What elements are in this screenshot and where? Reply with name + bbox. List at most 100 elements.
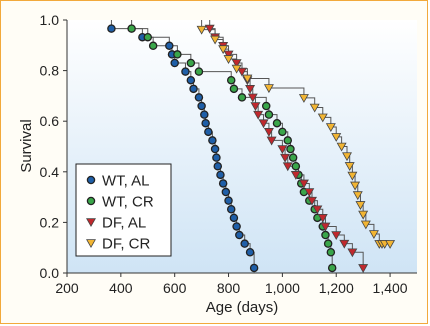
x-tick-label: 1,200 xyxy=(319,280,354,296)
point-wt-al xyxy=(245,248,255,257)
point-wt-cr xyxy=(143,32,153,42)
y-tick-label: 0.2 xyxy=(40,214,60,230)
point-df-cr xyxy=(242,74,253,84)
x-tick-label: 800 xyxy=(217,280,241,296)
point-df-cr xyxy=(231,64,242,74)
point-wt-cr xyxy=(326,248,336,257)
point-wt-al xyxy=(249,263,259,273)
legend-label-wt-cr: WT, CR xyxy=(102,194,154,211)
point-df-al xyxy=(204,24,215,34)
point-wt-cr xyxy=(264,110,274,119)
point-wt-al xyxy=(194,93,204,102)
legend: WT, AL WT, CR DF, AL DF, CR xyxy=(75,163,172,257)
point-wt-al xyxy=(165,41,174,51)
point-df-al xyxy=(245,85,256,94)
point-df-cr xyxy=(342,152,352,162)
point-df-al xyxy=(247,93,258,103)
point-df-al xyxy=(290,171,301,180)
point-df-cr xyxy=(196,25,207,35)
x-tick-label: 200 xyxy=(55,280,79,296)
x-ticks: 200 400 600 800 1,000 1,200 1,400 xyxy=(55,273,408,296)
point-df-cr xyxy=(360,220,371,230)
point-df-cr xyxy=(368,230,379,240)
legend-marker-wt-al xyxy=(86,175,96,185)
point-df-al xyxy=(347,248,358,258)
point-df-cr xyxy=(336,142,347,152)
point-wt-al xyxy=(213,161,223,171)
point-df-cr xyxy=(385,240,396,249)
point-df-cr xyxy=(325,123,336,133)
point-wt-al xyxy=(107,24,116,33)
point-df-cr xyxy=(344,162,355,171)
point-df-al xyxy=(266,136,277,146)
point-wt-cr xyxy=(291,161,301,171)
point-df-al xyxy=(304,188,315,198)
point-wt-cr xyxy=(237,93,247,102)
y-tick-label: 0.0 xyxy=(40,265,60,281)
point-df-al xyxy=(331,231,342,241)
legend-marker-wt-cr xyxy=(86,196,96,206)
point-wt-cr xyxy=(127,24,136,33)
legend-label-wt-al: WT, AL xyxy=(102,173,150,190)
point-df-al xyxy=(339,239,350,249)
point-wt-cr xyxy=(323,239,333,248)
point-wt-al xyxy=(189,84,198,94)
point-df-al xyxy=(250,102,261,112)
point-df-al xyxy=(280,153,291,163)
y-tick-label: 1.0 xyxy=(40,12,60,28)
point-wt-al xyxy=(200,110,209,119)
x-tick-label: 1,000 xyxy=(265,280,300,296)
x-axis-label: Age (days) xyxy=(206,299,279,316)
y-tick-label: 0.4 xyxy=(40,164,60,180)
legend-label-df-al: DF, AL xyxy=(102,215,146,232)
y-tick-label: 0.6 xyxy=(40,113,60,129)
data-markers xyxy=(107,24,396,273)
point-wt-cr xyxy=(288,153,298,162)
point-df-al xyxy=(358,264,369,273)
point-df-al xyxy=(263,128,274,137)
point-df-al xyxy=(317,214,328,223)
point-df-al xyxy=(223,50,234,60)
point-df-al xyxy=(320,222,331,232)
point-df-cr xyxy=(263,84,274,94)
point-df-al xyxy=(298,179,309,189)
point-df-al xyxy=(307,196,317,206)
x-tick-label: 1,400 xyxy=(373,280,408,296)
point-df-cr xyxy=(298,94,309,103)
point-wt-al xyxy=(208,136,217,145)
point-wt-al xyxy=(204,127,213,137)
point-wt-al xyxy=(210,144,220,154)
point-df-cr xyxy=(317,113,328,123)
point-wt-al xyxy=(221,187,231,197)
point-wt-al xyxy=(197,101,206,111)
point-wt-cr xyxy=(261,101,271,111)
point-wt-cr xyxy=(278,127,287,137)
point-df-al xyxy=(258,119,269,129)
point-wt-al xyxy=(170,58,179,68)
point-wt-cr xyxy=(321,230,330,240)
legend-marker-df-cr xyxy=(86,239,96,249)
point-wt-cr xyxy=(148,41,158,51)
point-df-cr xyxy=(355,201,366,210)
point-wt-cr xyxy=(272,118,282,128)
point-df-cr xyxy=(352,191,363,201)
point-df-cr xyxy=(331,133,342,142)
point-wt-al xyxy=(229,213,239,223)
point-wt-cr xyxy=(194,67,204,76)
point-wt-al xyxy=(186,75,196,85)
point-df-cr xyxy=(350,181,361,191)
point-wt-cr xyxy=(226,75,236,85)
point-wt-cr xyxy=(229,84,239,94)
point-wt-al xyxy=(216,170,225,180)
point-wt-al xyxy=(224,196,233,205)
point-wt-al xyxy=(226,204,236,214)
x-tick-label: 600 xyxy=(163,280,187,296)
point-df-al xyxy=(237,67,247,77)
y-axis-label: Survival xyxy=(18,119,35,172)
point-df-cr xyxy=(309,103,320,113)
point-wt-al xyxy=(212,153,221,162)
point-df-cr xyxy=(218,45,229,55)
point-wt-al xyxy=(218,179,228,188)
point-wt-cr xyxy=(327,263,337,273)
